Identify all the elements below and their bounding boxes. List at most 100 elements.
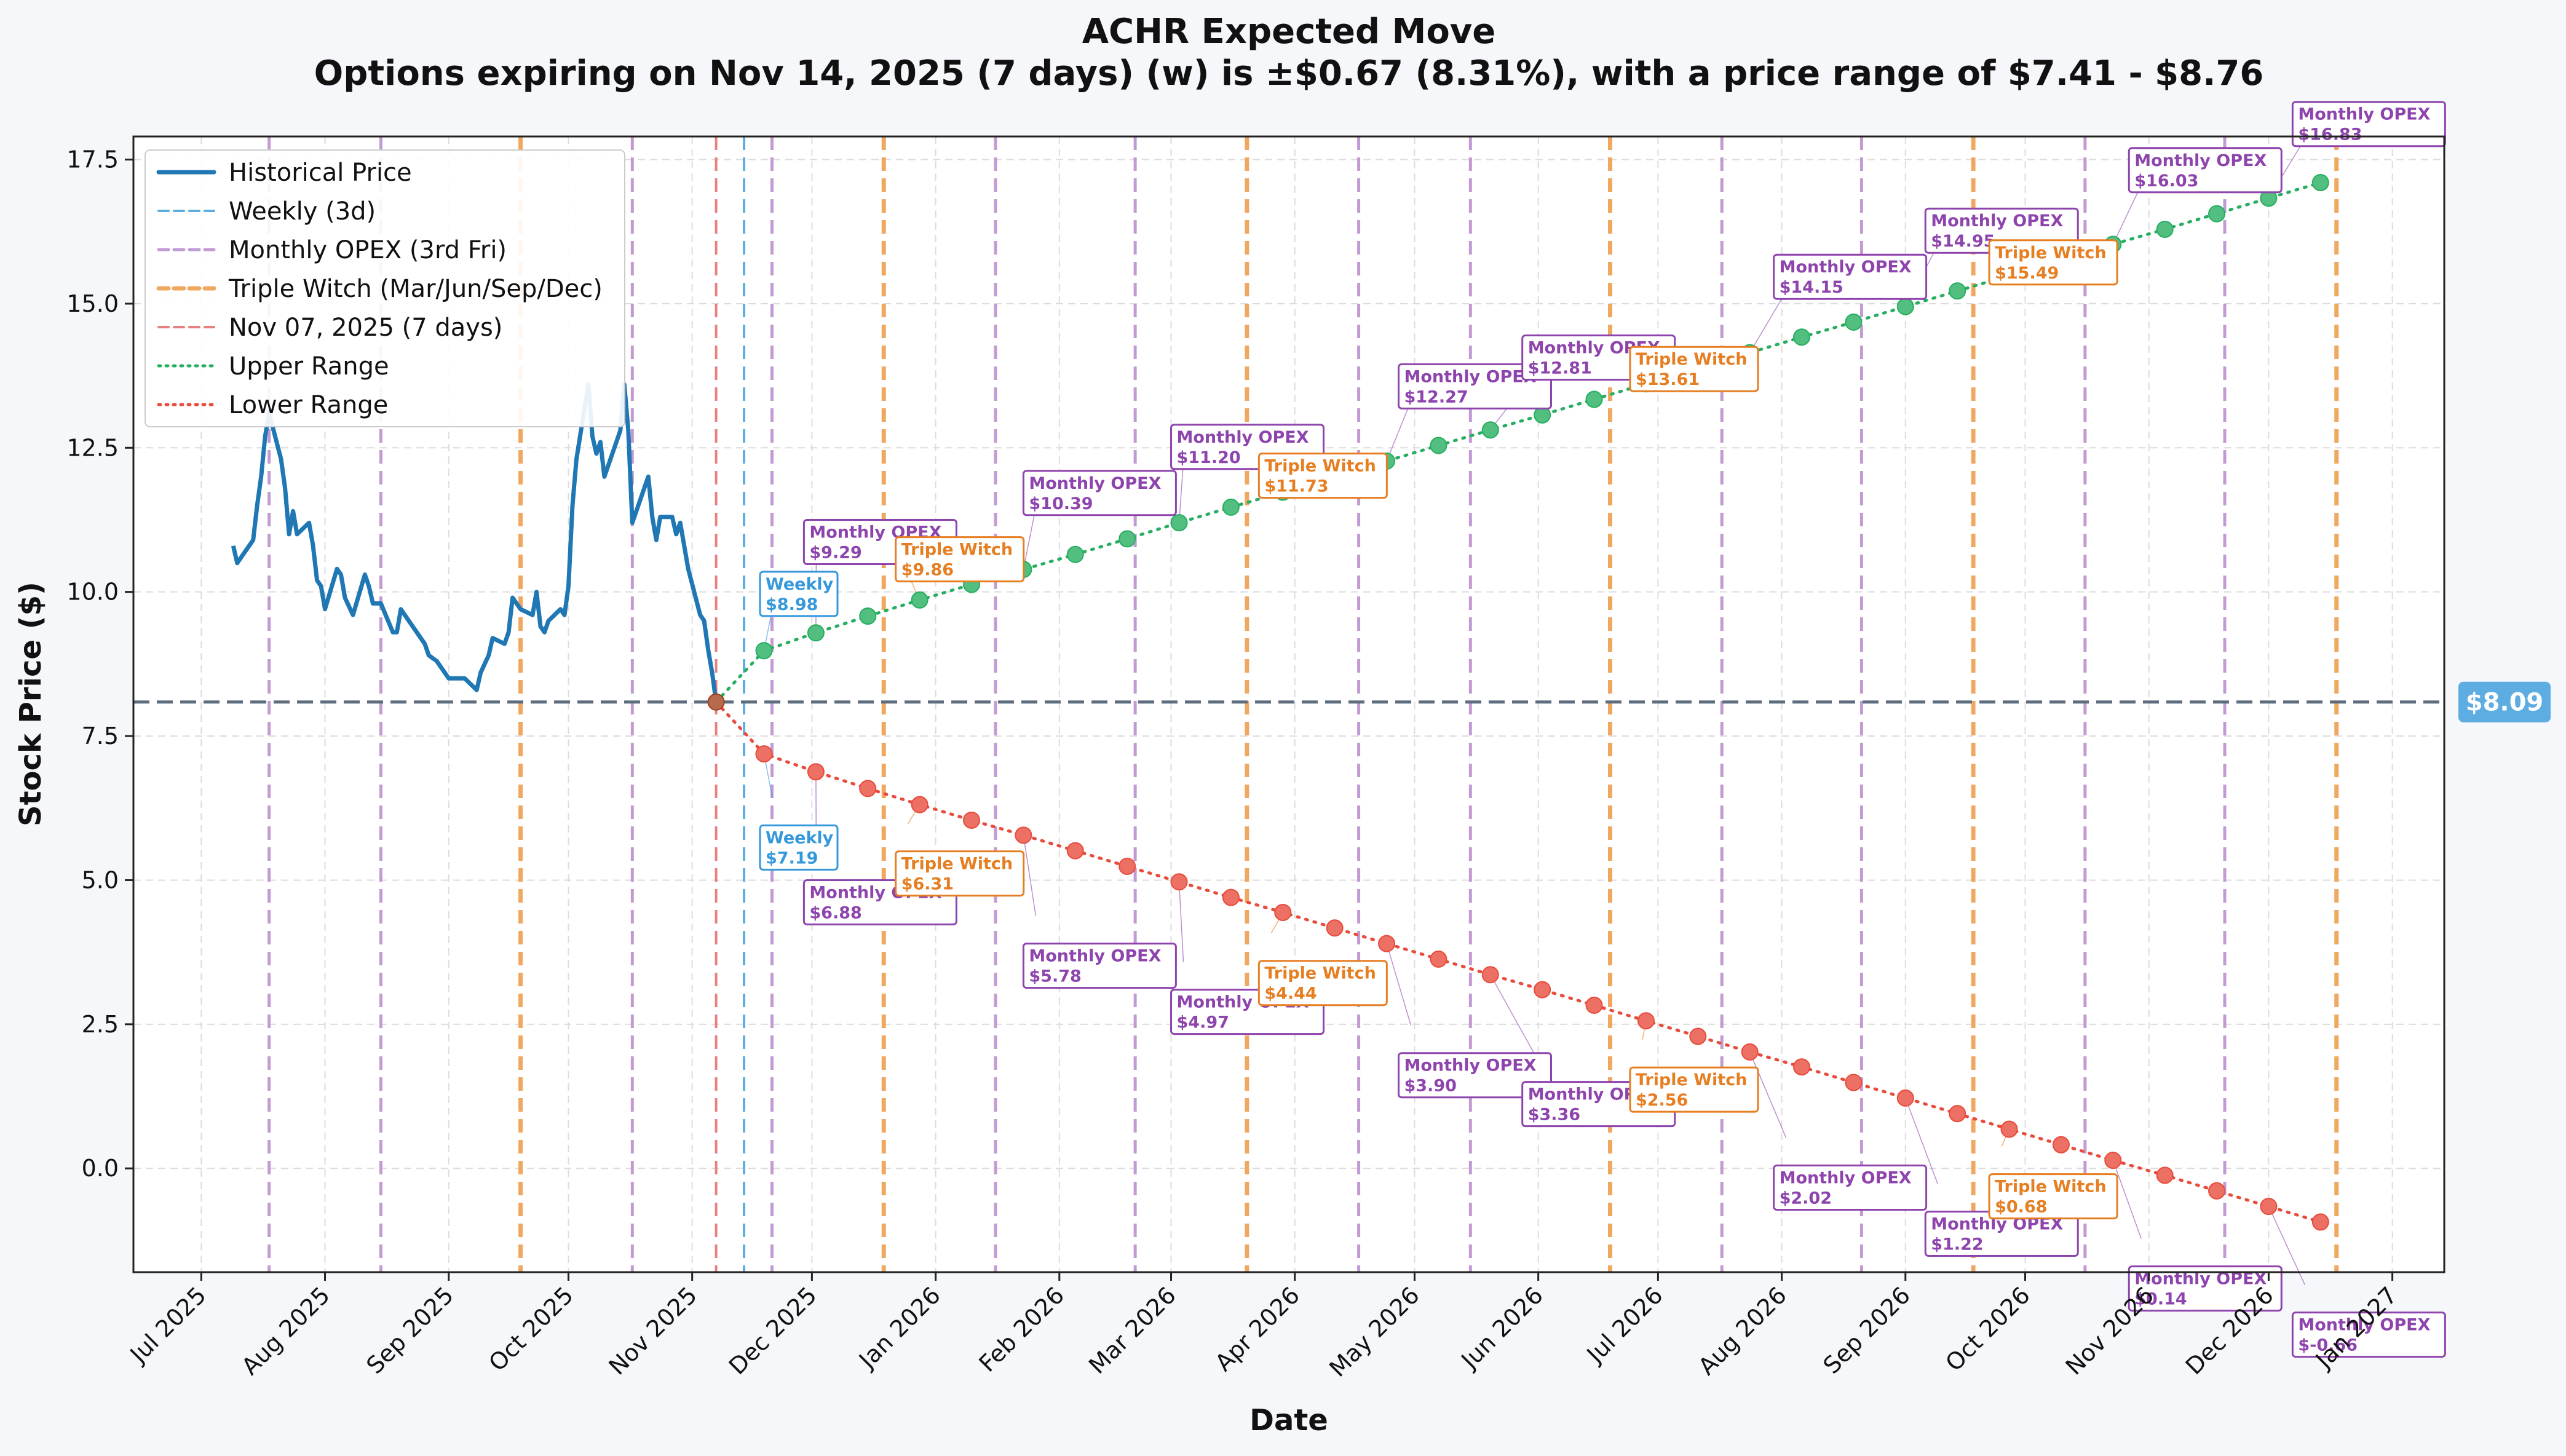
annotation-label: Triple Witch: [901, 540, 1013, 560]
annotation-value: $11.73: [1264, 477, 1328, 496]
annotation-leader-line: [1023, 507, 1037, 570]
y-tick-label: 12.5: [66, 434, 119, 461]
annotation-box: [1988, 1173, 2118, 1220]
annotation-label: Weekly: [766, 575, 834, 594]
lower-range-point: [1481, 966, 1499, 984]
lower-range-point: [1119, 857, 1136, 875]
x-axis-label: Date: [1249, 1403, 1328, 1438]
upper-range-point: [1896, 298, 1914, 315]
y-tick-label: 7.5: [82, 722, 119, 750]
annotation-value: $16.03: [2134, 172, 2198, 191]
annotation-box: [1629, 346, 1759, 392]
annotation-box: [1397, 1052, 1552, 1099]
annotation-label: Triple Witch: [1264, 457, 1376, 476]
annotation-value: $4.97: [1177, 1013, 1229, 1032]
annotation-monthly: Monthly OPEX$16.83: [2291, 101, 2446, 148]
annotation-monthly: Monthly OPEX$12.27: [1397, 363, 1552, 410]
annotation-value: $8.98: [766, 595, 818, 614]
lower-range-point: [2104, 1152, 2122, 1169]
legend: Historical Price Weekly (3d) Monthly OPEX …: [145, 149, 625, 427]
upper-range-point: [807, 624, 825, 642]
y-tick-label: 2.5: [82, 1011, 119, 1038]
annotation-label: Triple Witch: [1636, 350, 1748, 369]
historical-price-line: [231, 382, 719, 703]
lower-range-point: [1845, 1074, 1863, 1091]
annotation-value: $2.56: [1636, 1091, 1688, 1110]
lower-range-point: [1689, 1027, 1707, 1045]
annotation-triple: Triple Witch$6.31: [895, 850, 1025, 897]
lower-range-point: [1793, 1058, 1811, 1076]
annotation-box: [1257, 960, 1388, 1007]
annotation-value: $2.02: [1780, 1189, 1832, 1208]
annotation-leader-line: [1749, 291, 1787, 353]
annotation-value: $0.14: [2134, 1290, 2187, 1309]
annotation-value: $7.19: [766, 849, 818, 868]
lower-range-point: [2311, 1213, 2329, 1231]
legend-label-upper: Upper Range: [229, 352, 389, 381]
annotation-value: $12.81: [1528, 358, 1592, 378]
annotation-box: [2291, 1312, 2446, 1358]
upper-range-point: [1430, 437, 1447, 454]
annotation-box: [2291, 101, 2446, 148]
lower-range-point: [2156, 1166, 2174, 1184]
annotation-label: Triple Witch: [1264, 964, 1376, 983]
lower-range-point: [1066, 842, 1084, 860]
lower-range-point: [1430, 950, 1447, 968]
upper-range-point: [1585, 390, 1603, 408]
legend-label-historical: Historical Price: [229, 159, 412, 187]
y-tick-label: 15.0: [66, 290, 119, 317]
annotation-label: Monthly OPEX: [1404, 367, 1536, 386]
current-price-point: [707, 693, 725, 711]
upper-range-point: [1222, 498, 1240, 516]
y-tick-label: 0.0: [82, 1155, 119, 1182]
annotation-monthly: Monthly OPEX$10.39: [1022, 470, 1177, 516]
annotation-label: Triple Witch: [1995, 1177, 2107, 1197]
series: [231, 174, 2329, 1231]
annotation-box: [2128, 147, 2283, 194]
annotation-value: $16.83: [2298, 125, 2362, 144]
annotation-monthly: Monthly OPEX$14.15: [1773, 253, 1928, 300]
lower-range-point: [1222, 888, 1240, 906]
annotation-box: [1773, 1165, 1928, 1211]
y-axis-label: Stock Price ($): [14, 582, 48, 826]
annotation-triple: Triple Witch$2.56: [1629, 1066, 1759, 1113]
annotation-label: Monthly OPEX: [1029, 947, 1161, 966]
annotation-monthly: Monthly OPEX$2.02: [1773, 1165, 1928, 1211]
upper-range-point: [859, 607, 877, 625]
legend-label-weekly: Weekly (3d): [229, 197, 376, 226]
lower-range-point: [1637, 1012, 1655, 1030]
annotation-value: $11.20: [1177, 448, 1241, 467]
lower-range-point: [1274, 903, 1292, 921]
annotation-label: Weekly: [766, 828, 834, 847]
annotation-value: $6.88: [809, 903, 861, 922]
annotation-monthly: Monthly OPEX$5.78: [1022, 943, 1177, 989]
annotation-label: Monthly OPEX: [1780, 1169, 1912, 1188]
annotation-box: [895, 850, 1025, 897]
annotation-box: [759, 571, 839, 617]
upper-range-point: [1119, 530, 1136, 548]
upper-range-point: [2156, 220, 2174, 238]
annotation-box: [895, 536, 1025, 583]
annotation-monthly: Monthly OPEX $16.03: [2128, 147, 2283, 194]
annotation-value: $0.68: [1995, 1198, 2047, 1217]
legend-label-triple: Triple Witch (Mar/Jun/Sep/Dec): [228, 275, 603, 303]
annotation-value: $9.86: [901, 561, 954, 580]
lower-range-point: [1326, 919, 1344, 937]
lower-range-point: [1896, 1089, 1914, 1107]
annotation-label: Triple Witch: [901, 855, 1013, 874]
annotation-label: Monthly OPEX: [2134, 151, 2267, 170]
annotation-monthly: Monthly OPEX$-0.66: [2291, 1312, 2446, 1358]
lower-range-point: [1170, 873, 1188, 891]
annotation-value: $9.29: [809, 543, 861, 562]
y-tick-label: 10.0: [66, 579, 119, 606]
upper-range-point: [1793, 328, 1811, 346]
annotation-label: Triple Witch: [1636, 1070, 1748, 1090]
current-price-badge: $8.09: [2458, 681, 2551, 722]
annotation-box: [2128, 1265, 2283, 1312]
annotation-box: [759, 824, 839, 871]
annotation-leader-line: [2112, 184, 2142, 245]
annotation-triple: Triple Witch$4.44: [1257, 960, 1388, 1007]
upper-range-point: [1949, 282, 1966, 300]
